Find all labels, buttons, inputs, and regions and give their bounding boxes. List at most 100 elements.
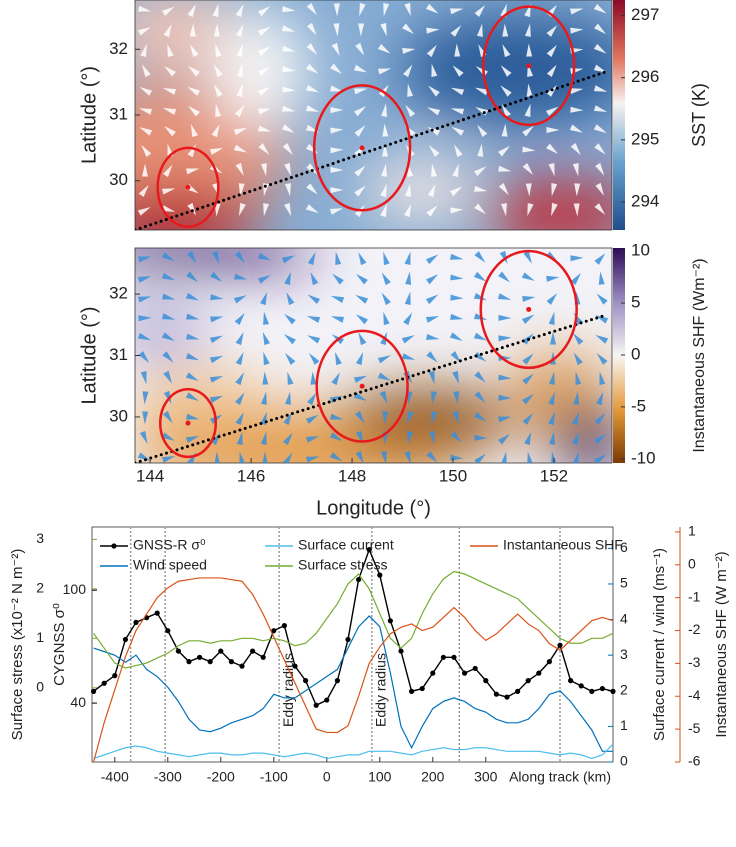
wind-arrow — [380, 22, 387, 37]
colorbar-tick-label: -5 — [631, 396, 646, 415]
wind-arrow — [209, 147, 224, 155]
wind-arrow — [428, 145, 440, 157]
wind-arrow — [546, 275, 560, 282]
wind-arrow — [594, 143, 606, 155]
colorbar-tick-label: 10 — [631, 241, 650, 260]
wind-arrow — [473, 411, 487, 422]
wind-arrow — [477, 124, 488, 138]
wind-arrow — [502, 44, 511, 58]
wind-arrow — [305, 204, 319, 214]
wind-arrow — [287, 371, 294, 386]
wind-arrow — [501, 104, 511, 118]
wind-arrow — [213, 23, 220, 37]
wind-arrow — [404, 2, 411, 17]
wind-arrow — [401, 353, 416, 360]
wind-arrow — [332, 273, 344, 285]
y-tick-label: 4 — [620, 610, 628, 626]
colorbar-tick-label: 5 — [631, 293, 640, 312]
wind-arrow — [598, 271, 605, 285]
wind-arrow — [380, 451, 387, 463]
wind-arrow — [161, 188, 176, 195]
wind-arrow — [403, 312, 413, 326]
wind-arrow — [427, 183, 436, 198]
wind-arrow — [527, 202, 534, 217]
wind-arrow — [572, 163, 579, 177]
wind-arrow — [383, 251, 390, 266]
wind-arrow — [473, 332, 488, 341]
wind-arrow — [548, 162, 555, 177]
y-tick-label: 3 — [620, 646, 628, 662]
data-point — [112, 673, 118, 679]
wind-arrow — [521, 272, 535, 281]
wind-arrow — [329, 452, 343, 462]
wind-arrow — [239, 451, 246, 463]
wind-arrow — [307, 335, 321, 344]
wind-arrow — [593, 43, 607, 54]
wind-arrow — [572, 411, 580, 426]
wind-arrow — [260, 391, 267, 405]
wind-arrow — [209, 335, 224, 344]
y-tick-label: 40 — [70, 694, 86, 710]
wind-arrow — [284, 352, 296, 365]
wind-arrow — [594, 23, 607, 35]
wind-arrow — [334, 351, 342, 366]
eddy-circle — [156, 146, 220, 228]
wind-arrow — [498, 271, 510, 283]
wind-arrow — [283, 334, 296, 345]
wind-arrow — [353, 392, 367, 401]
wind-arrow — [163, 390, 172, 405]
colorbar-tick-label: 295 — [631, 129, 659, 148]
wind-arrow — [330, 413, 344, 420]
wind-arrow — [281, 124, 295, 134]
wind-arrow — [548, 391, 555, 406]
wind-arrow — [595, 182, 604, 196]
wind-arrow — [238, 202, 246, 217]
data-point — [292, 663, 298, 669]
wind-arrow — [473, 351, 487, 362]
wind-arrow — [185, 168, 200, 175]
wind-arrow — [596, 293, 608, 305]
wind-arrow — [452, 65, 464, 77]
wind-arrow — [355, 294, 369, 304]
wind-arrow — [429, 431, 436, 445]
wind-arrow — [527, 451, 533, 463]
data-point — [228, 659, 234, 665]
wind-arrow — [282, 105, 296, 112]
wind-arrow — [450, 313, 464, 320]
y-tick-label: -5 — [688, 720, 701, 736]
wind-arrow — [358, 23, 365, 37]
eddy-center — [526, 306, 532, 312]
wind-arrow — [403, 203, 412, 218]
wind-arrow — [187, 250, 197, 264]
data-point — [610, 688, 616, 694]
wind-arrow — [234, 273, 248, 280]
wind-arrow — [475, 66, 489, 77]
annotation: Eddy radius — [373, 653, 389, 727]
wind-arrow — [593, 124, 607, 134]
legend-marker — [111, 543, 117, 549]
data-point — [366, 547, 372, 553]
wind-arrow — [426, 274, 439, 285]
wind-arrow — [305, 84, 320, 93]
x-tick-label: 300 — [474, 769, 498, 785]
y-tick-label: 1 — [620, 717, 628, 733]
wind-arrow — [474, 391, 486, 403]
data-point — [207, 659, 213, 665]
wind-arrow — [263, 311, 269, 325]
wind-arrow — [551, 183, 558, 197]
wind-arrow — [257, 125, 272, 132]
wind-arrow — [163, 370, 173, 384]
wind-arrow — [498, 314, 512, 321]
wind-arrow — [141, 64, 151, 78]
wind-arrow — [428, 85, 440, 97]
wind-arrow — [522, 373, 534, 385]
wind-arrow — [474, 434, 488, 441]
wind-arrow — [215, 103, 222, 117]
wind-arrow — [453, 391, 460, 405]
x-tick-label: 150 — [439, 466, 467, 485]
eddy-circle — [479, 249, 578, 370]
wind-arrow — [450, 87, 465, 96]
wind-arrow — [381, 103, 388, 117]
wind-arrow — [329, 208, 344, 215]
y-tick-label: 1 — [36, 629, 44, 645]
